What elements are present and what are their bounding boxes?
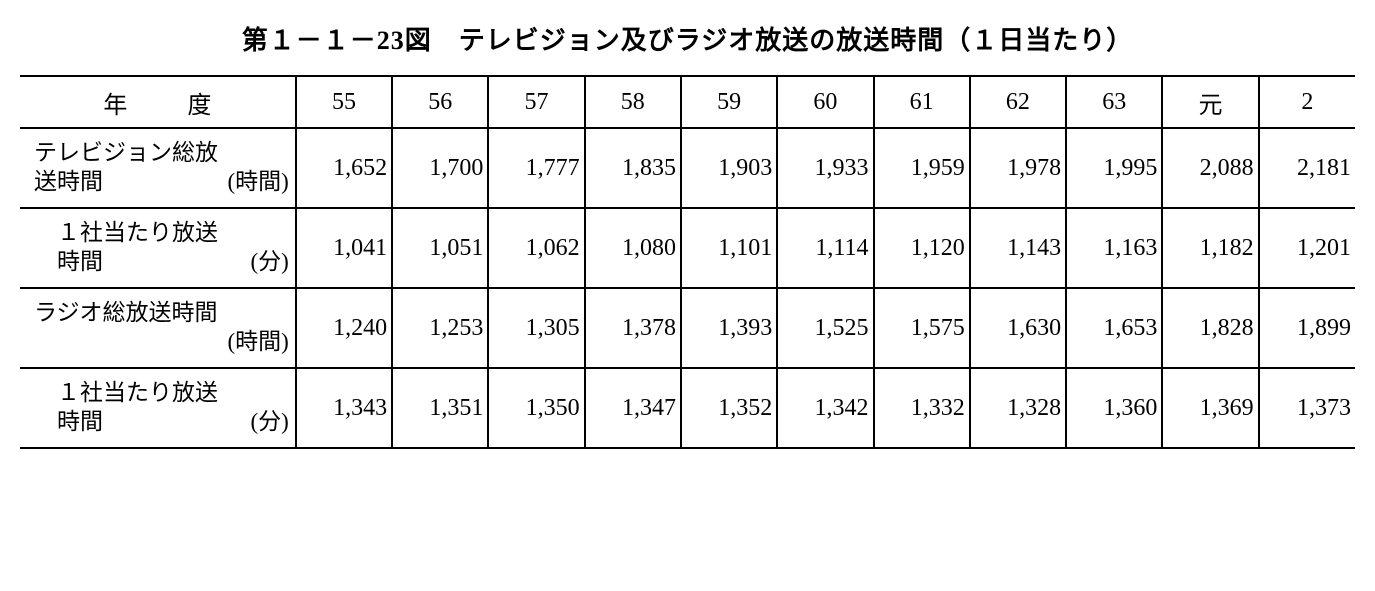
year-col-9: 元 [1162,76,1258,128]
row-label: ラジオ総放送時間(時間) [20,288,296,368]
data-cell: 1,120 [874,208,970,288]
data-cell: 1,080 [585,208,681,288]
data-cell: 1,525 [777,288,873,368]
row-label-left: 時間 [34,248,103,277]
year-col-6: 61 [874,76,970,128]
data-cell: 1,350 [488,368,584,448]
row-label-line2: 時間 (分) [34,248,289,277]
row-label-line1: １社当たり放送 [34,379,289,408]
row-label-unit: (時間) [227,328,288,357]
year-col-7: 62 [970,76,1066,128]
data-cell: 1,332 [874,368,970,448]
data-cell: 2,088 [1162,128,1258,208]
row-label-line1: テレビジョン総放 [34,139,289,168]
row-label-line1: ラジオ総放送時間 [34,299,289,328]
data-cell: 1,959 [874,128,970,208]
data-cell: 1,369 [1162,368,1258,448]
data-cell: 1,351 [392,368,488,448]
table-header-row: 年 度 55 56 57 58 59 60 61 62 63 元 2 [20,76,1355,128]
data-cell: 1,360 [1066,368,1162,448]
data-cell: 1,828 [1162,288,1258,368]
data-cell: 1,933 [777,128,873,208]
data-cell: 1,653 [1066,288,1162,368]
data-cell: 1,101 [681,208,777,288]
data-cell: 1,777 [488,128,584,208]
row-label-left: 時間 [34,408,103,437]
data-cell: 1,835 [585,128,681,208]
data-cell: 1,051 [392,208,488,288]
year-col-0: 55 [296,76,392,128]
year-col-5: 60 [777,76,873,128]
year-col-3: 58 [585,76,681,128]
row-label: １社当たり放送 時間 (分) [20,368,296,448]
row-label-line2: 送時間 (時間) [34,168,289,197]
data-cell: 1,328 [970,368,1066,448]
data-cell: 1,995 [1066,128,1162,208]
data-cell: 1,342 [777,368,873,448]
year-col-1: 56 [392,76,488,128]
data-cell: 1,062 [488,208,584,288]
data-cell: 1,899 [1259,288,1355,368]
data-cell: 1,630 [970,288,1066,368]
row-label: テレビジョン総放送時間 (時間) [20,128,296,208]
data-cell: 1,163 [1066,208,1162,288]
data-cell: 2,181 [1259,128,1355,208]
row-label-unit: (時間) [227,168,288,197]
data-cell: 1,343 [296,368,392,448]
broadcast-table: 年 度 55 56 57 58 59 60 61 62 63 元 2 テレビジョ… [20,75,1355,449]
data-cell: 1,378 [585,288,681,368]
table-row: １社当たり放送 時間(分)1,0411,0511,0621,0801,1011,… [20,208,1355,288]
year-header-label: 年 度 [20,76,296,128]
data-cell: 1,114 [777,208,873,288]
row-label-line2: (時間) [34,328,289,357]
row-label-line2: 時間 (分) [34,408,289,437]
row-label: １社当たり放送 時間 (分) [20,208,296,288]
data-cell: 1,182 [1162,208,1258,288]
data-cell: 1,240 [296,288,392,368]
table-row: テレビジョン総放送時間 (時間) 1,6521,7001,7771,8351,903… [20,128,1355,208]
data-cell: 1,393 [681,288,777,368]
data-cell: 1,652 [296,128,392,208]
data-cell: 1,253 [392,288,488,368]
year-col-4: 59 [681,76,777,128]
data-cell: 1,700 [392,128,488,208]
table-row: ラジオ総放送時間(時間)1,2401,2531,3051,3781,3931,5… [20,288,1355,368]
year-col-10: 2 [1259,76,1355,128]
data-cell: 1,903 [681,128,777,208]
data-cell: 1,201 [1259,208,1355,288]
data-cell: 1,347 [585,368,681,448]
row-label-unit: (分) [250,248,288,277]
data-cell: 1,143 [970,208,1066,288]
data-cell: 1,041 [296,208,392,288]
data-cell: 1,373 [1259,368,1355,448]
row-label-unit: (分) [250,408,288,437]
data-cell: 1,305 [488,288,584,368]
data-cell: 1,978 [970,128,1066,208]
row-label-line1: １社当たり放送 [34,219,289,248]
table-row: １社当たり放送 時間(分)1,3431,3511,3501,3471,3521,… [20,368,1355,448]
year-col-2: 57 [488,76,584,128]
data-cell: 1,575 [874,288,970,368]
row-label-left: 送時間 [34,168,103,197]
year-col-8: 63 [1066,76,1162,128]
figure-title: 第１－１－23図 テレビジョン及びラジオ放送の放送時間（１日当たり） [20,20,1355,57]
data-cell: 1,352 [681,368,777,448]
